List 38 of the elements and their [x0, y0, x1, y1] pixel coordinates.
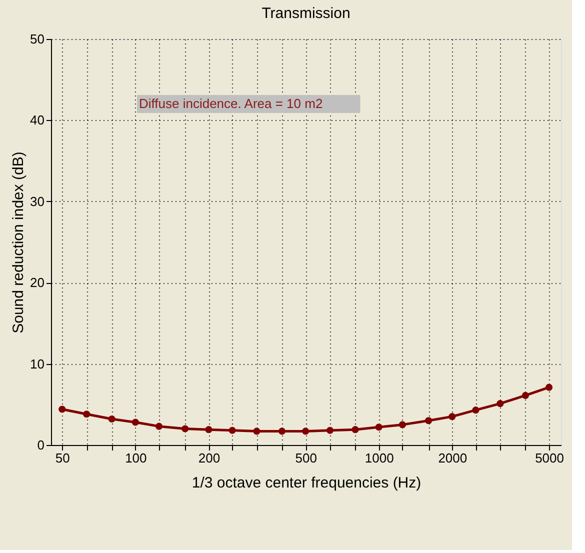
point: [108, 415, 116, 423]
y-tick-label: 0: [37, 438, 44, 452]
point: [205, 426, 212, 434]
x-axis-title: 1/3 octave center frequencies (Hz): [192, 474, 422, 492]
x-tick-label: 100: [125, 450, 147, 466]
y-tick-label: 20: [30, 275, 44, 290]
y-tick-label: 10: [30, 356, 44, 372]
y-axis-title: Sound reduction index (dB): [10, 152, 28, 334]
point: [545, 384, 553, 391]
x-tick-label: 2000: [438, 450, 468, 466]
y-tick-label: 30: [30, 194, 44, 209]
chart-title: Transmission: [262, 5, 350, 22]
point: [302, 428, 310, 435]
y-tick-label: 50: [30, 32, 44, 46]
point: [326, 426, 334, 434]
point: [132, 418, 139, 426]
point: [182, 425, 189, 432]
point: [496, 400, 504, 408]
x-tick-label: 50: [55, 450, 70, 466]
point: [375, 424, 382, 431]
point: [228, 426, 236, 434]
point: [278, 428, 286, 435]
point: [352, 426, 359, 434]
annotation: Diffuse incidence. Area = 10 m2: [139, 96, 323, 111]
point: [83, 410, 90, 418]
point: [522, 392, 529, 399]
point: [398, 421, 406, 428]
x-tick-label: 200: [198, 450, 220, 466]
x-tick-label: 1000: [364, 450, 394, 466]
point: [155, 422, 163, 430]
point: [448, 413, 456, 420]
point: [253, 428, 260, 435]
y-tick-label: 40: [30, 112, 44, 128]
x-tick-label: 500: [295, 450, 317, 466]
point: [58, 406, 66, 413]
x-tick-label: 5000: [535, 450, 564, 466]
point: [472, 406, 480, 414]
point: [425, 417, 432, 424]
